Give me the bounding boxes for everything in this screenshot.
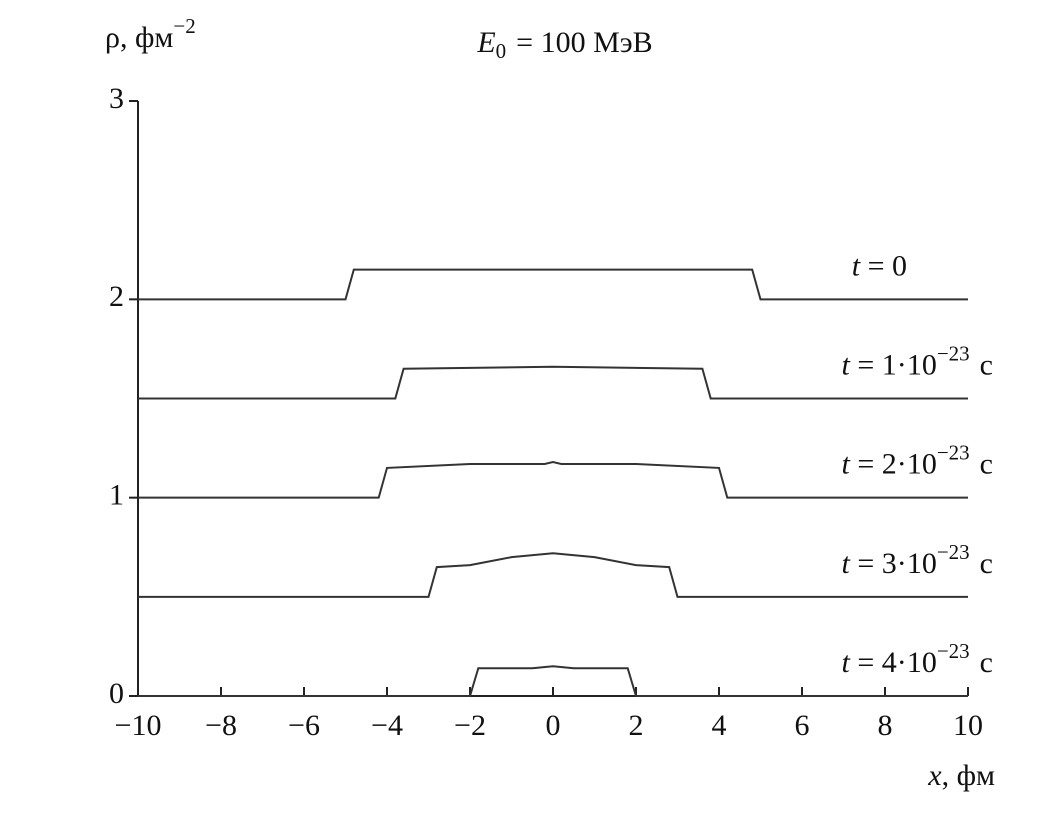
y-tick-label: 3 xyxy=(109,82,124,115)
x-tick-label: −4 xyxy=(371,709,403,742)
series-label: t = 1·10−23 с xyxy=(842,341,993,381)
series-line xyxy=(138,665,968,697)
series-label: t = 2·10−23 с xyxy=(842,440,993,480)
series-line xyxy=(138,268,968,301)
y-axis-label: ρ, фм−2 xyxy=(105,14,198,54)
x-tick-label: −8 xyxy=(205,709,237,742)
x-tick-label: −6 xyxy=(288,709,320,742)
x-axis-label: x, фм xyxy=(927,759,995,792)
series-label: t = 3·10−23 с xyxy=(842,540,993,580)
x-tick-label: −2 xyxy=(454,709,486,742)
series-line xyxy=(138,552,968,598)
series-line xyxy=(138,460,968,499)
x-tick-label: 4 xyxy=(712,709,727,742)
series-label: t = 0 xyxy=(852,249,907,282)
y-tick-label: 1 xyxy=(109,479,124,512)
x-tick-label: 2 xyxy=(629,709,644,742)
x-tick-label: 10 xyxy=(953,709,983,742)
x-tick-label: 8 xyxy=(878,709,893,742)
chart-title: E0 = 100 МэВ xyxy=(476,26,652,63)
x-tick-label: 6 xyxy=(795,709,810,742)
y-tick-label: 2 xyxy=(109,280,124,313)
x-tick-label: −10 xyxy=(115,709,162,742)
series-label: t = 4·10−23 с xyxy=(842,639,993,679)
x-tick-label: 0 xyxy=(546,709,561,742)
y-tick-label: 0 xyxy=(109,677,124,710)
series-line xyxy=(138,365,968,400)
